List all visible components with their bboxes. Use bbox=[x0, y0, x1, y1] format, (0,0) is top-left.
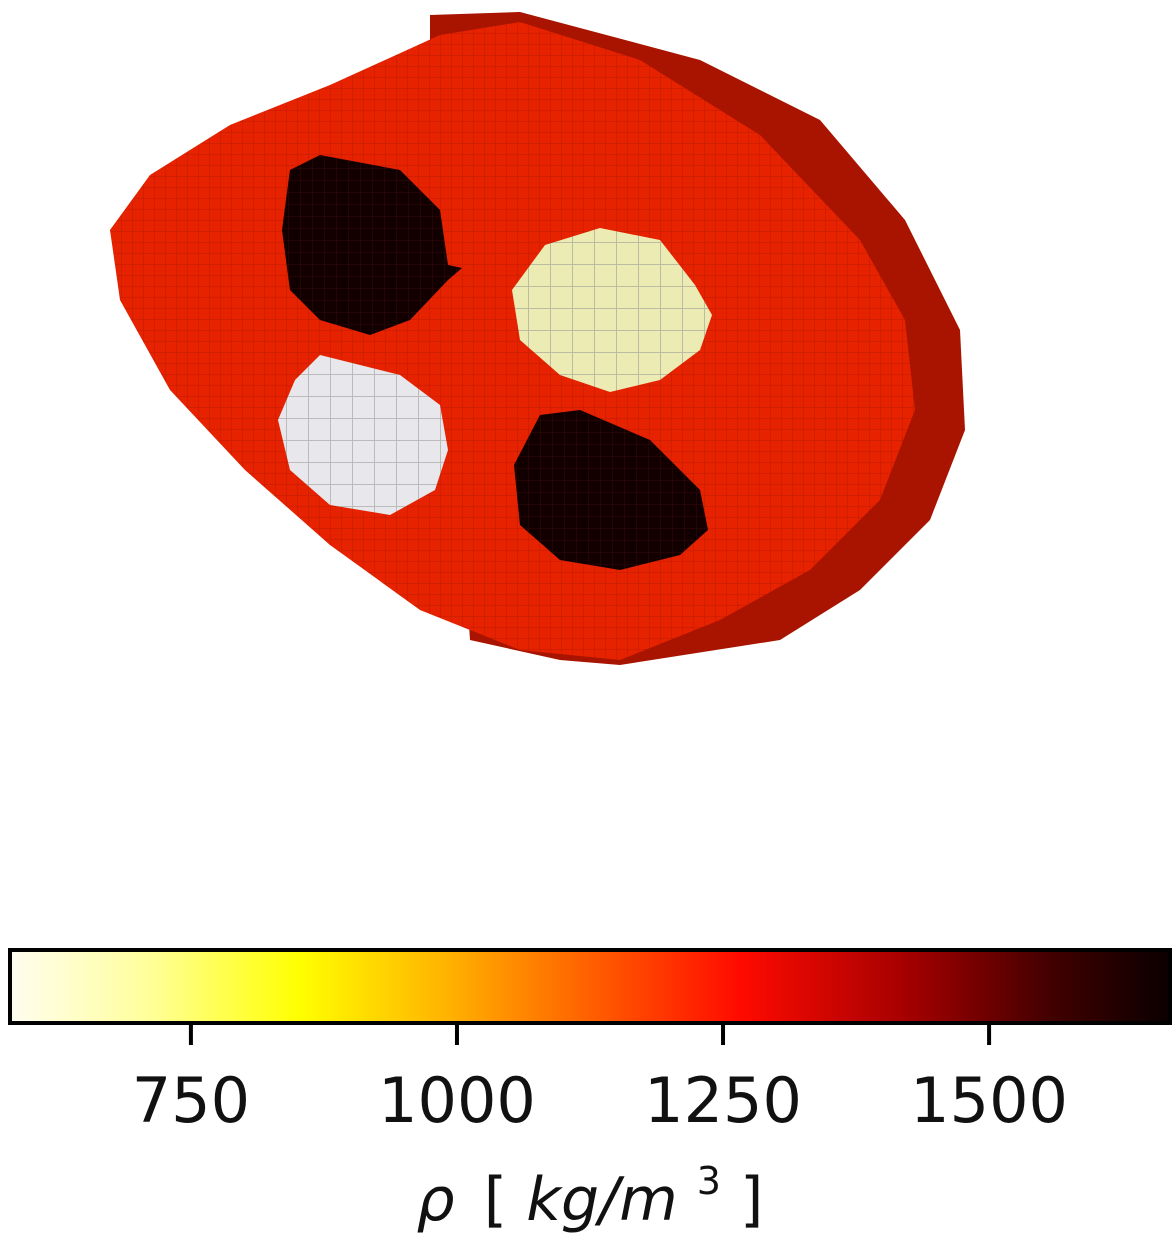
inclusion-upper-right-grid bbox=[512, 228, 712, 392]
colorbar-label: ρ [ kg/m 3 ] bbox=[417, 1139, 764, 1235]
label-symbol: ρ bbox=[417, 1165, 455, 1235]
colorbar-tick-label: 1000 bbox=[378, 1064, 536, 1137]
label-open: [ bbox=[484, 1165, 507, 1235]
colorbar-tick-label: 1250 bbox=[644, 1064, 802, 1137]
colorbar-gradient bbox=[8, 948, 1172, 1025]
label-close: ] bbox=[740, 1165, 763, 1235]
inclusion-lower-left-grid bbox=[278, 355, 448, 515]
colorbar: 750 1000 1250 1500 ρ [ kg/m 3 ] bbox=[8, 948, 1172, 1235]
colorbar-tick-label: 750 bbox=[132, 1064, 250, 1137]
inclusion-dark-grid bbox=[282, 155, 708, 570]
colorbar-tick-label: 1500 bbox=[910, 1064, 1068, 1137]
voxel-density-model bbox=[110, 12, 965, 665]
label-exponent: 3 bbox=[697, 1159, 721, 1203]
colorbar-ticks: 750 1000 1250 1500 bbox=[132, 1023, 1068, 1137]
label-unit: kg/m bbox=[526, 1165, 678, 1235]
